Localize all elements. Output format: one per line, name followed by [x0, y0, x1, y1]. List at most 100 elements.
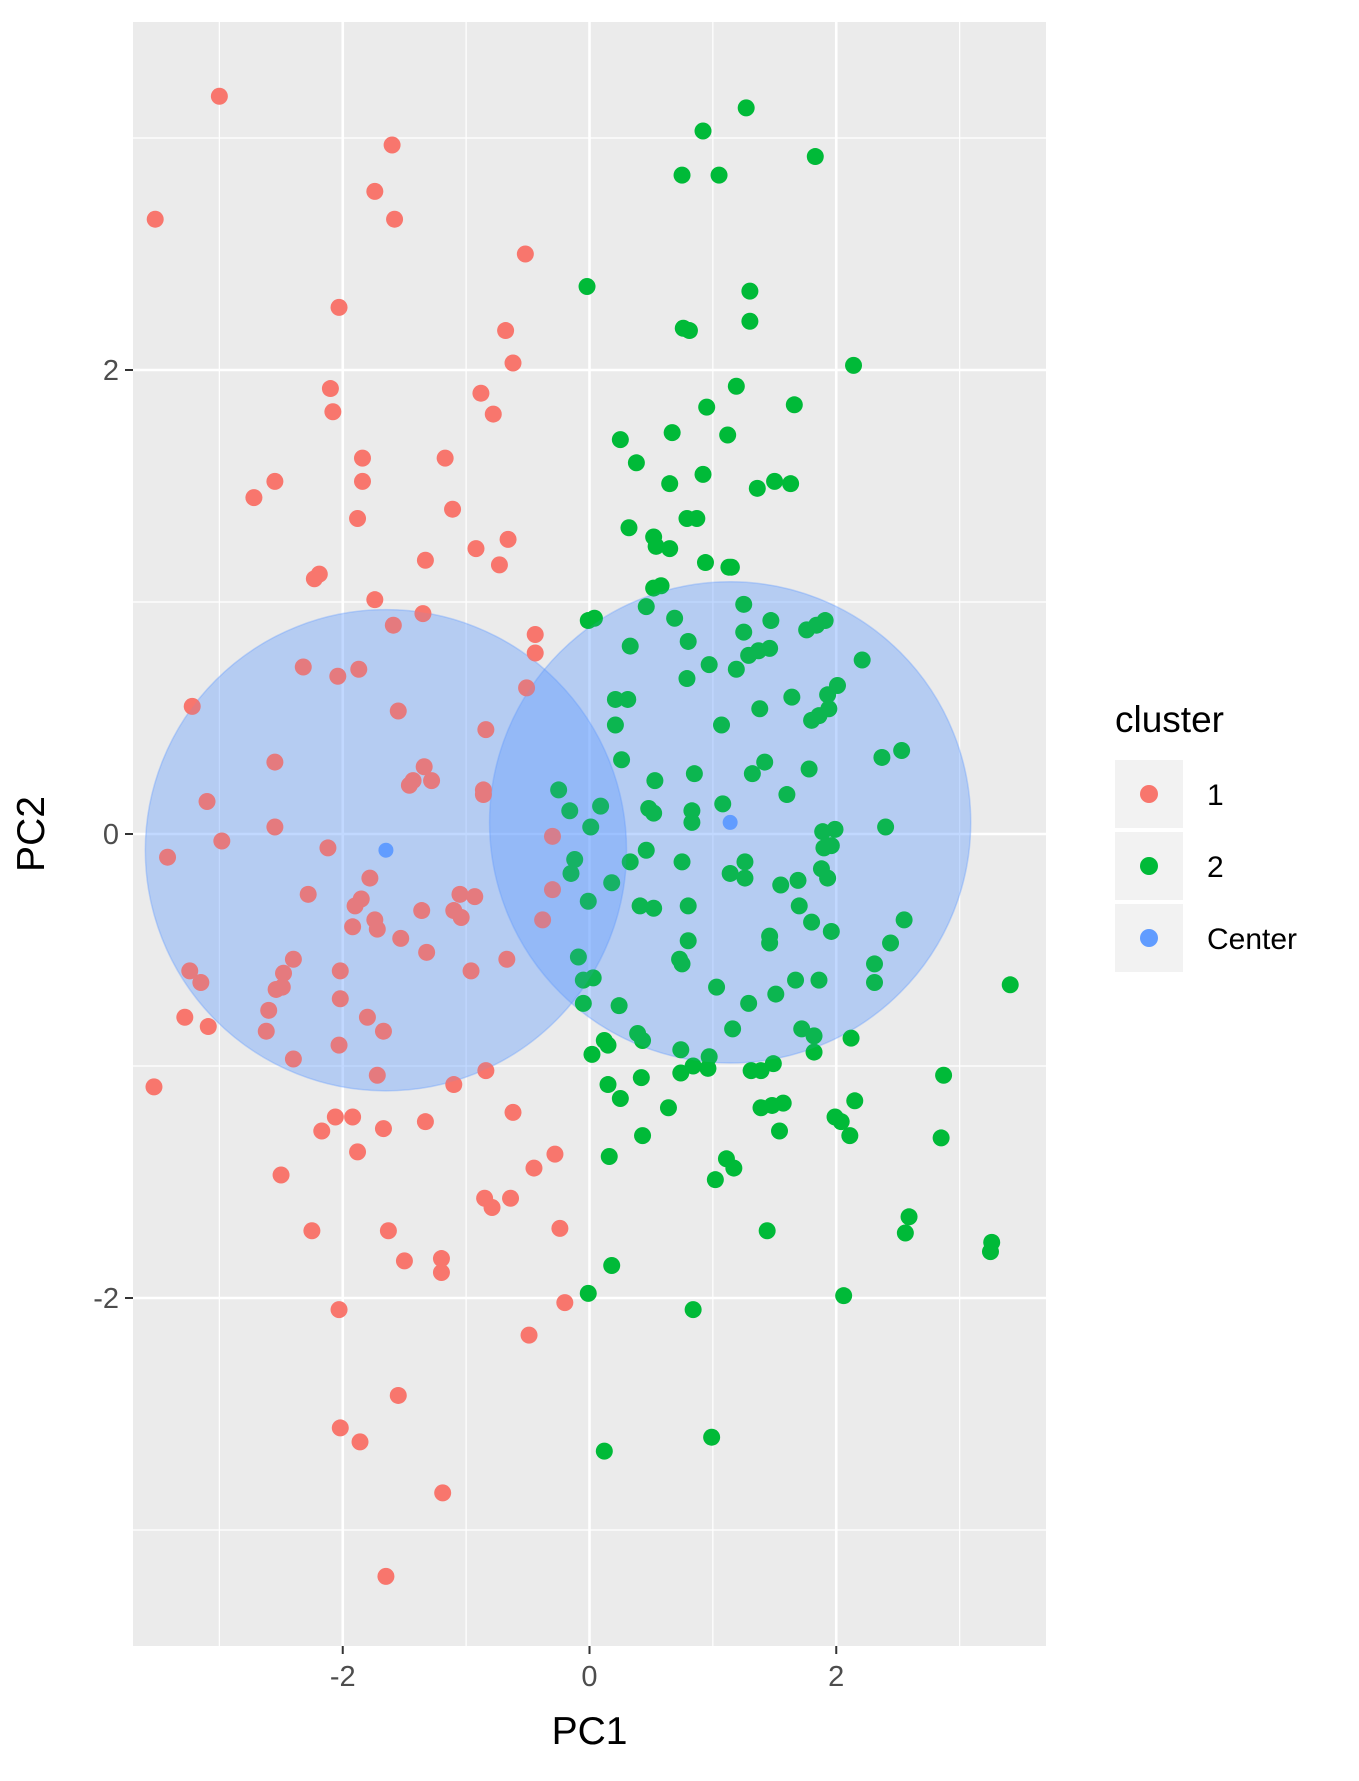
point-cluster-2	[803, 711, 821, 729]
point-cluster-1	[266, 818, 284, 836]
point-cluster-2	[684, 1301, 702, 1319]
point-cluster-2	[696, 554, 714, 572]
point-cluster-1	[245, 489, 263, 507]
point-cluster-1	[418, 943, 436, 961]
point-cluster-1	[368, 920, 386, 938]
legend-swatch-1	[1140, 785, 1158, 803]
point-cluster-1	[551, 1219, 569, 1237]
point-cluster-2	[900, 1208, 918, 1226]
point-cluster-1	[198, 793, 216, 811]
point-cluster-1	[520, 1326, 538, 1344]
point-cluster-1	[490, 556, 508, 574]
point-cluster-2	[619, 690, 637, 708]
legend: cluster 1 2 Center	[1115, 699, 1297, 972]
point-cluster-1	[319, 839, 337, 857]
point-cluster-2	[561, 802, 579, 820]
x-axis-title: PC1	[552, 1710, 628, 1753]
point-cluster-1	[432, 1250, 450, 1268]
point-cluster-2	[764, 1055, 782, 1073]
point-cluster-2	[714, 795, 732, 813]
point-cluster-2	[866, 973, 884, 991]
y-axis: -2 0 2	[93, 355, 133, 1315]
point-cluster-1	[434, 1484, 452, 1502]
point-cluster-2	[805, 1027, 823, 1045]
point-cluster-1	[146, 210, 164, 228]
point-cluster-2	[550, 781, 568, 799]
point-cluster-2	[735, 595, 753, 613]
point-cluster-2	[566, 851, 584, 869]
point-cluster-1	[384, 616, 402, 634]
point-cluster-2	[835, 1287, 853, 1305]
point-cluster-2	[826, 820, 844, 838]
point-cluster-1	[546, 1145, 564, 1163]
point-cluster-2	[789, 871, 807, 889]
point-cluster-2	[752, 1062, 770, 1080]
point-cluster-2	[583, 1045, 601, 1063]
point-cluster-2	[679, 632, 697, 650]
point-cluster-2	[761, 934, 779, 952]
point-cluster-2	[741, 312, 759, 330]
point-cluster-2	[621, 637, 639, 655]
point-cluster-2	[663, 424, 681, 442]
point-cluster-2	[816, 612, 834, 630]
point-cluster-2	[1001, 976, 1019, 994]
y-tick-label: -2	[93, 1283, 119, 1315]
point-cluster-1	[210, 87, 228, 105]
point-cluster-1	[392, 929, 410, 947]
point-cluster-1	[145, 1078, 163, 1096]
point-cluster-2	[853, 651, 871, 669]
point-cluster-1	[374, 1120, 392, 1138]
point-cluster-2	[652, 577, 670, 595]
point-cluster-1	[556, 1294, 574, 1312]
point-cluster-2	[800, 760, 818, 778]
point-cluster-1	[351, 1433, 369, 1451]
point-cluster-2	[659, 1099, 677, 1117]
point-cluster-1	[466, 888, 484, 906]
point-cluster-1	[436, 449, 454, 467]
point-cluster-2	[819, 869, 837, 887]
point-cluster-1	[199, 1018, 217, 1036]
point-cluster-2	[832, 1113, 850, 1131]
data-points	[145, 87, 1019, 1585]
point-cluster-1	[330, 1301, 348, 1319]
point-cluster-2	[700, 656, 718, 674]
point-cluster-1	[526, 644, 544, 662]
point-cluster-1	[525, 1159, 543, 1177]
point-cluster-2	[758, 1222, 776, 1240]
point-cluster-2	[703, 1428, 721, 1446]
point-cluster-1	[477, 721, 495, 739]
point-cluster-1	[299, 885, 317, 903]
point-cluster-2	[683, 813, 701, 831]
point-cluster-1	[444, 500, 462, 518]
point-cluster-2	[822, 922, 840, 940]
point-cluster-2	[562, 864, 580, 882]
point-cluster-2	[640, 799, 658, 817]
point-cluster-2	[790, 897, 808, 915]
point-cluster-2	[578, 277, 596, 295]
point-cluster-2	[866, 955, 884, 973]
point-cluster-2	[646, 772, 664, 790]
point-cluster-1	[284, 1050, 302, 1068]
point-cluster-1	[275, 964, 293, 982]
point-cluster-1	[313, 1122, 331, 1140]
point-cluster-1	[273, 978, 291, 996]
point-cluster-1	[389, 702, 407, 720]
point-cluster-2	[680, 322, 698, 340]
legend-label-2: 2	[1207, 851, 1224, 884]
point-cluster-2	[882, 934, 900, 952]
point-cluster-2	[722, 558, 740, 576]
point-cluster-1	[181, 962, 199, 980]
point-cluster-1	[452, 909, 470, 927]
legend-swatch-2	[1140, 857, 1158, 875]
point-cluster-2	[873, 748, 891, 766]
point-cluster-2	[748, 479, 766, 497]
point-cluster-2	[846, 1092, 864, 1110]
point-cluster-1	[483, 1199, 501, 1217]
point-cluster-2	[762, 612, 780, 630]
point-cluster-2	[611, 1089, 629, 1107]
point-cluster-2	[579, 892, 597, 910]
point-cluster-2	[935, 1066, 953, 1084]
point-cluster-2	[893, 741, 911, 759]
point-cluster-1	[477, 1062, 495, 1080]
point-cluster-1	[176, 1008, 194, 1026]
